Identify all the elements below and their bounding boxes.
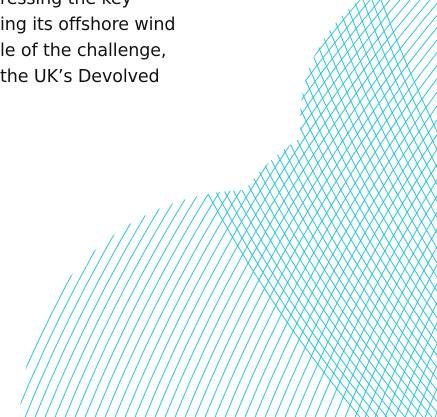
paragraph-line: ressing the key — [0, 0, 300, 12]
paragraph-line: the UK’s Devolved — [0, 67, 160, 87]
hatch-stroke — [99, 0, 361, 417]
hatch-stroke — [369, 0, 437, 417]
hatch-stroke — [279, 0, 437, 417]
hatch-stroke — [371, 0, 437, 417]
hatch-stroke — [399, 0, 437, 417]
hatch-stroke — [189, 0, 437, 417]
hatch-stroke — [269, 0, 437, 417]
hatch-stroke — [299, 0, 437, 417]
hatch-stroke — [119, 0, 381, 417]
hatch-stroke — [319, 0, 437, 417]
hatch-stroke — [362, 0, 437, 417]
hatch-stroke — [317, 0, 437, 417]
hatch-stroke — [290, 0, 437, 417]
hatch-stroke — [380, 0, 437, 417]
hatch-stroke — [379, 0, 437, 417]
hatch-stroke — [409, 0, 437, 417]
hatch-stroke — [259, 0, 437, 417]
paragraph-line: le of the challenge, — [0, 41, 167, 61]
hatch-stroke — [219, 0, 437, 417]
hatch-stroke — [326, 0, 437, 417]
hatch-stroke — [299, 0, 437, 417]
hatch-stroke — [159, 0, 421, 417]
hatch-stroke — [139, 0, 401, 417]
hatch-stroke — [353, 0, 437, 417]
body-paragraph: ressing the key ing its offshore wind le… — [0, 0, 300, 90]
hatch-stroke — [249, 0, 437, 417]
hatch-stroke — [229, 0, 437, 417]
hatch-stroke — [209, 0, 437, 417]
hatch-stroke — [335, 0, 437, 417]
hatch-stroke — [109, 0, 371, 417]
hatch-stroke — [339, 0, 437, 417]
hatch-stroke — [349, 0, 437, 417]
hatch-stroke — [344, 0, 437, 417]
hatch-stroke — [199, 0, 437, 417]
hatch-stroke — [309, 0, 437, 417]
hatch-stroke — [308, 0, 437, 417]
paragraph-line: ing its offshore wind — [0, 15, 176, 35]
hatch-stroke — [289, 0, 437, 417]
hatch-stroke — [129, 0, 391, 417]
hatch-stroke — [179, 0, 437, 417]
hatch-stroke — [359, 0, 437, 417]
hatch-stroke — [389, 0, 437, 417]
